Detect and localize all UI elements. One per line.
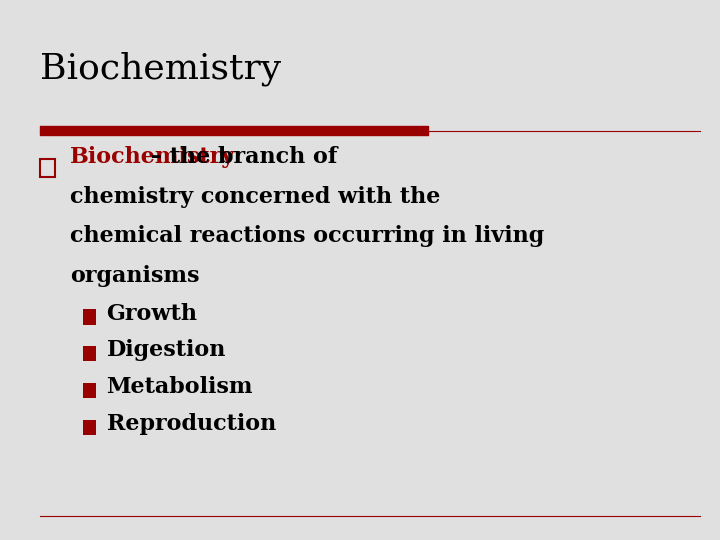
Text: – the branch of: – the branch of	[143, 146, 338, 168]
Text: Digestion: Digestion	[107, 339, 226, 361]
Text: Growth: Growth	[107, 302, 197, 325]
Text: Metabolism: Metabolism	[107, 376, 253, 398]
Text: organisms: organisms	[70, 265, 199, 287]
Text: chemistry concerned with the: chemistry concerned with the	[70, 186, 440, 208]
Text: Reproduction: Reproduction	[107, 413, 276, 435]
Text: Biochemistry: Biochemistry	[70, 146, 235, 168]
Text: Biochemistry: Biochemistry	[40, 52, 281, 86]
Text: chemical reactions occurring in living: chemical reactions occurring in living	[70, 225, 544, 247]
